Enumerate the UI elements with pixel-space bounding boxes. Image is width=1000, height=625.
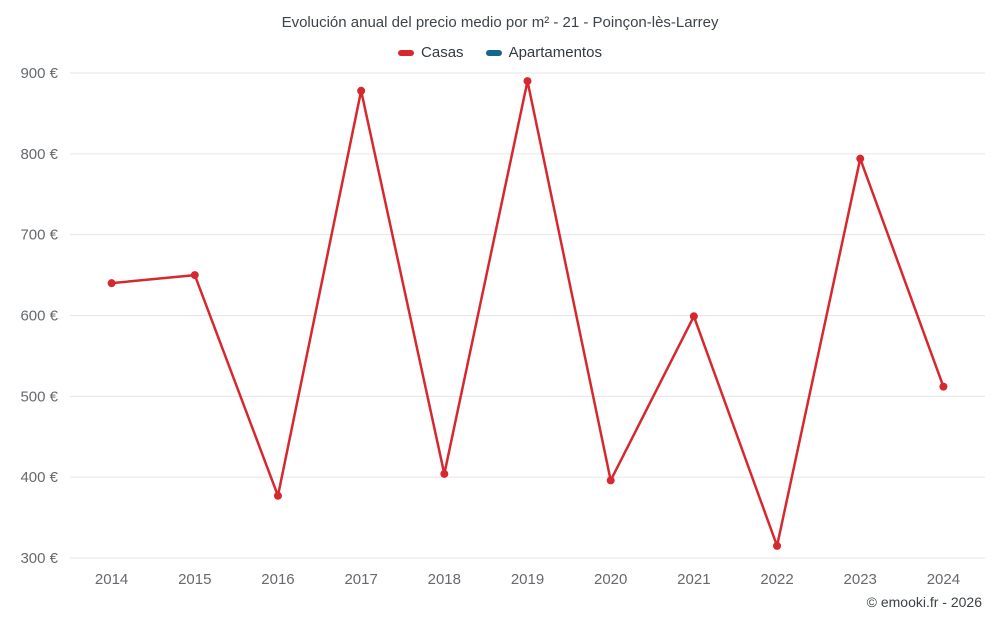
y-axis-tick-label: 800 € bbox=[20, 146, 58, 163]
legend-item-apartamentos[interactable]: Apartamentos bbox=[485, 44, 602, 61]
x-axis-tick-label: 2021 bbox=[677, 571, 710, 588]
x-axis-tick-label: 2020 bbox=[594, 571, 627, 588]
data-point-casas-2020[interactable] bbox=[606, 476, 615, 485]
data-point-casas-2019[interactable] bbox=[523, 77, 532, 86]
data-point-casas-2022[interactable] bbox=[773, 541, 782, 550]
legend-label: Casas bbox=[421, 44, 464, 61]
legend-marker-casas bbox=[398, 49, 415, 56]
chart-legend: Casas Apartamentos bbox=[0, 44, 1000, 61]
chart-title: Evolución anual del precio medio por m² … bbox=[281, 14, 719, 31]
y-axis-tick-label: 400 € bbox=[20, 469, 58, 486]
data-point-casas-2023[interactable] bbox=[856, 154, 865, 163]
data-point-casas-2016[interactable] bbox=[273, 491, 282, 500]
x-axis-tick-label: 2022 bbox=[760, 571, 793, 588]
x-axis-tick-label: 2018 bbox=[428, 571, 461, 588]
x-axis-tick-label: 2023 bbox=[844, 571, 877, 588]
data-point-casas-2015[interactable] bbox=[190, 271, 199, 280]
data-point-casas-2014[interactable] bbox=[107, 279, 116, 288]
data-point-casas-2018[interactable] bbox=[440, 469, 449, 478]
y-axis-tick-label: 700 € bbox=[20, 227, 58, 244]
x-axis-tick-label: 2016 bbox=[261, 571, 294, 588]
y-axis-tick-label: 500 € bbox=[20, 388, 58, 405]
data-point-casas-2017[interactable] bbox=[357, 86, 366, 95]
data-point-casas-2024[interactable] bbox=[939, 382, 948, 391]
legend-label: Apartamentos bbox=[508, 44, 602, 61]
footer-credit: © emooki.fr - 2026 bbox=[866, 594, 982, 610]
y-axis-tick-label: 900 € bbox=[20, 65, 58, 82]
series-line-casas bbox=[110, 79, 945, 548]
y-axis-tick-label: 300 € bbox=[20, 550, 58, 567]
legend-marker-apartamentos bbox=[485, 49, 502, 56]
data-point-casas-2021[interactable] bbox=[689, 312, 698, 321]
x-axis-tick-label: 2014 bbox=[95, 571, 128, 588]
y-axis-tick-label: 600 € bbox=[20, 308, 58, 325]
x-axis-tick-label: 2019 bbox=[511, 571, 544, 588]
legend-item-casas[interactable]: Casas bbox=[398, 44, 464, 61]
x-axis-tick-label: 2017 bbox=[344, 571, 377, 588]
x-axis-tick-label: 2015 bbox=[178, 571, 211, 588]
x-axis-tick-label: 2024 bbox=[927, 571, 960, 588]
